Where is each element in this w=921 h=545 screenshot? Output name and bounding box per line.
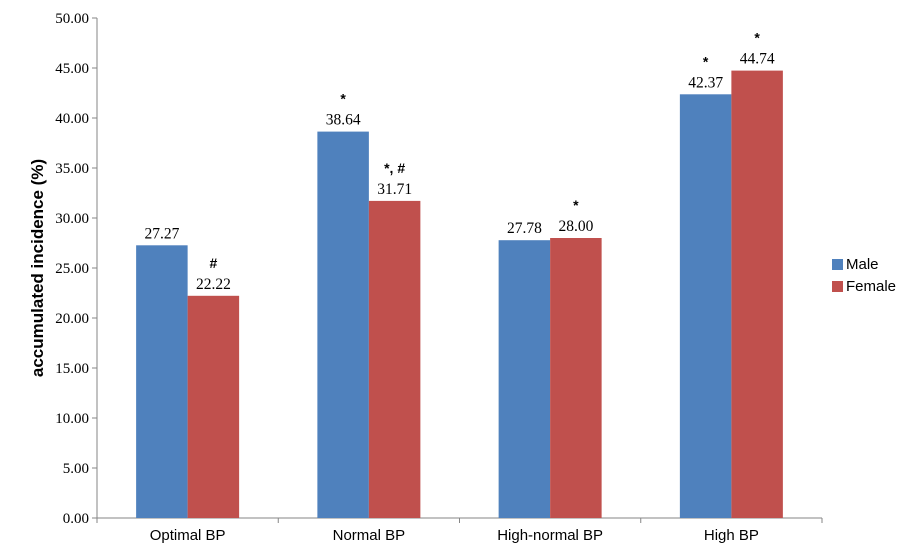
bars-group bbox=[136, 70, 783, 519]
significance-marker: * bbox=[340, 91, 346, 107]
legend: Male Female bbox=[832, 256, 896, 295]
y-tick-label: 25.00 bbox=[55, 261, 89, 277]
y-tick-label: 20.00 bbox=[55, 311, 89, 327]
x-tick-label: Normal BP bbox=[333, 527, 406, 544]
data-label: 27.27 bbox=[144, 225, 179, 242]
legend-label: Male bbox=[846, 256, 879, 273]
y-tick-label: 50.00 bbox=[55, 11, 89, 27]
significance-marker: # bbox=[209, 255, 217, 271]
data-label: 28.00 bbox=[558, 218, 593, 235]
data-label: 38.64 bbox=[326, 112, 361, 129]
y-tick-label: 35.00 bbox=[55, 161, 89, 177]
significance-marker: * bbox=[573, 197, 579, 213]
y-tick-label: 45.00 bbox=[55, 61, 89, 77]
data-label: 27.78 bbox=[507, 220, 542, 237]
x-tick-label: High BP bbox=[704, 527, 759, 544]
significance-marker: * bbox=[703, 53, 709, 69]
legend-swatch bbox=[832, 259, 843, 270]
legend-swatch bbox=[832, 281, 843, 292]
x-tick-label: Optimal BP bbox=[150, 527, 226, 544]
y-axis-ticks: 0.00 5.00 10.00 15.00 20.00 25.00 30.00 35.00 40… bbox=[55, 11, 97, 527]
x-tick-label: High-normal BP bbox=[497, 527, 603, 544]
y-tick-label: 30.00 bbox=[55, 211, 89, 227]
bar bbox=[731, 70, 783, 518]
legend-label: Female bbox=[846, 278, 896, 295]
bar bbox=[498, 240, 551, 518]
y-axis-label: accumulated incidence (%) bbox=[28, 159, 47, 377]
data-label: 31.71 bbox=[377, 181, 412, 198]
data-label: 42.37 bbox=[688, 74, 723, 91]
bar bbox=[187, 295, 240, 518]
significance-marker: * bbox=[754, 30, 760, 46]
y-tick-label: 40.00 bbox=[55, 111, 89, 127]
data-labels-group: 27.27 22.22 #38.64 * 31.71 *, # 27.78 28.00 * 42.… bbox=[144, 30, 774, 293]
bar bbox=[679, 94, 732, 519]
y-tick-label: 15.00 bbox=[55, 361, 89, 377]
y-tick-label: 10.00 bbox=[55, 411, 89, 427]
significance-marker: *, # bbox=[384, 160, 405, 176]
y-tick-label: 0.00 bbox=[63, 511, 89, 527]
x-axis-ticks: Optimal BP Normal BP High-normal BP High BP bbox=[96, 518, 823, 544]
y-tick-label: 5.00 bbox=[63, 461, 89, 477]
data-label: 44.74 bbox=[740, 51, 775, 68]
bar bbox=[317, 131, 369, 518]
bar bbox=[550, 238, 602, 518]
data-label: 22.22 bbox=[196, 276, 231, 293]
bar bbox=[368, 200, 421, 518]
bar bbox=[136, 245, 188, 519]
